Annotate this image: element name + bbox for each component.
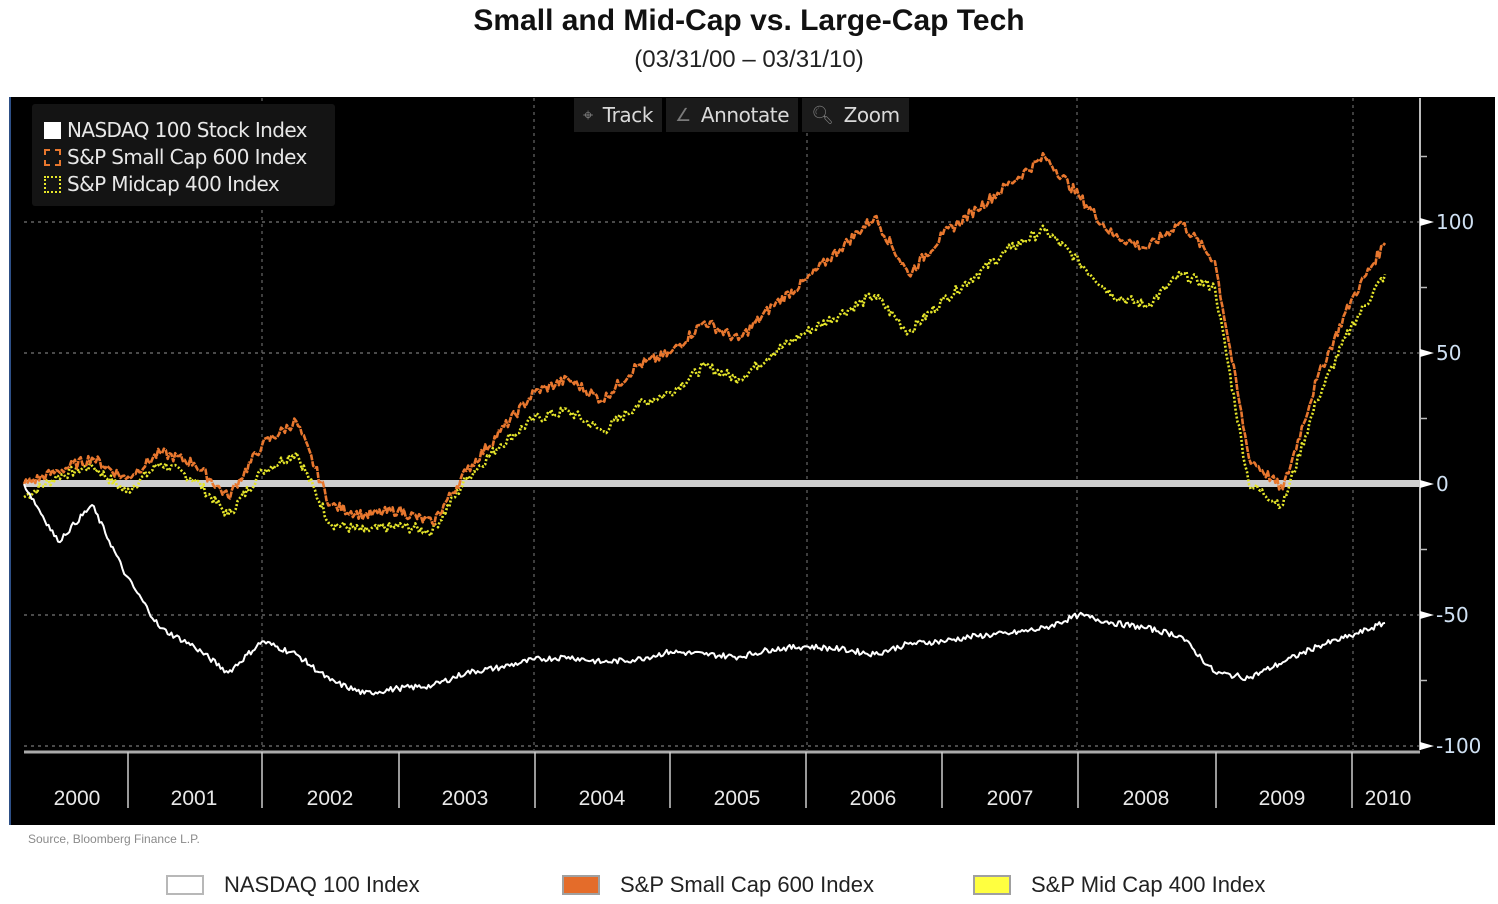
magnifier-icon: 🔍︎ [811,104,834,126]
y-tick-marker [1420,611,1434,619]
crosshair-icon: ⌖ [583,104,593,126]
chart-toolbar: ⌖ Track ∠ Annotate 🔍︎ Zoom [574,98,909,132]
y-tick-marker [1420,480,1434,488]
y-tick-label: 100 [1436,210,1474,234]
x-tick-label: 2010 [1365,787,1412,810]
track-button[interactable]: ⌖ Track [574,98,663,132]
x-tick-label: 2003 [442,787,489,810]
chart-title: Small and Mid-Cap vs. Large-Cap Tech [473,4,1025,37]
series-line-sp-smallcap-600 [22,151,1387,527]
zero-line [24,480,1420,487]
legend-swatch-solid [44,122,61,139]
chart-subtitle: (03/31/00 – 03/31/10) [634,46,864,73]
x-tick-label: 2005 [714,787,761,810]
source-note: Source, Bloomberg Finance L.P. [28,832,200,846]
y-tick-label: -50 [1436,603,1469,627]
legend-item-smallcap[interactable]: S&P Small Cap 600 Index [44,145,307,169]
inner-legend: NASDAQ 100 Stock Index S&P Small Cap 600… [32,104,335,206]
x-tick-label: 2000 [54,787,101,810]
legend-item-midcap[interactable]: S&P Midcap 400 Index [44,172,280,196]
legend-swatch [562,875,600,895]
y-tick-label: -100 [1436,734,1481,758]
y-tick-marker [1420,218,1434,226]
annotate-button[interactable]: ∠ Annotate [666,98,799,132]
x-tick-label: 2004 [579,787,626,810]
pencil-icon: ∠ [675,104,691,126]
y-tick-label: 50 [1436,341,1461,365]
chart-panel [9,97,1495,825]
gridlines [24,98,1420,750]
series-line-sp-midcap-400 [23,224,1387,538]
x-tick-label: 2009 [1259,787,1306,810]
series-lines [22,151,1387,696]
bottom-legend-nasdaq: NASDAQ 100 Index [166,872,420,898]
x-tick-label: 2007 [987,787,1034,810]
y-tick-marker [1420,742,1434,750]
x-tick-label: 2006 [850,787,897,810]
legend-item-nasdaq[interactable]: NASDAQ 100 Stock Index [44,118,308,142]
y-tick-marker [1420,349,1434,357]
bottom-legend-midcap: S&P Mid Cap 400 Index [973,872,1265,898]
x-tick-label: 2001 [171,787,218,810]
legend-swatch [166,875,204,895]
x-tick-label: 2008 [1123,787,1170,810]
legend-swatch [973,875,1011,895]
legend-swatch-dotted [44,176,61,193]
series-line-nasdaq100 [23,483,1386,696]
x-tick-label: 2002 [307,787,354,810]
zoom-button[interactable]: 🔍︎ Zoom [802,98,909,132]
bottom-legend-smallcap: S&P Small Cap 600 Index [562,872,874,898]
legend-swatch-dashed [44,149,61,166]
axes: -100 -50 0 50 100 2000 2001 2002 2003 2004 2005 200… [24,98,1481,810]
y-tick-label: 0 [1436,472,1449,496]
